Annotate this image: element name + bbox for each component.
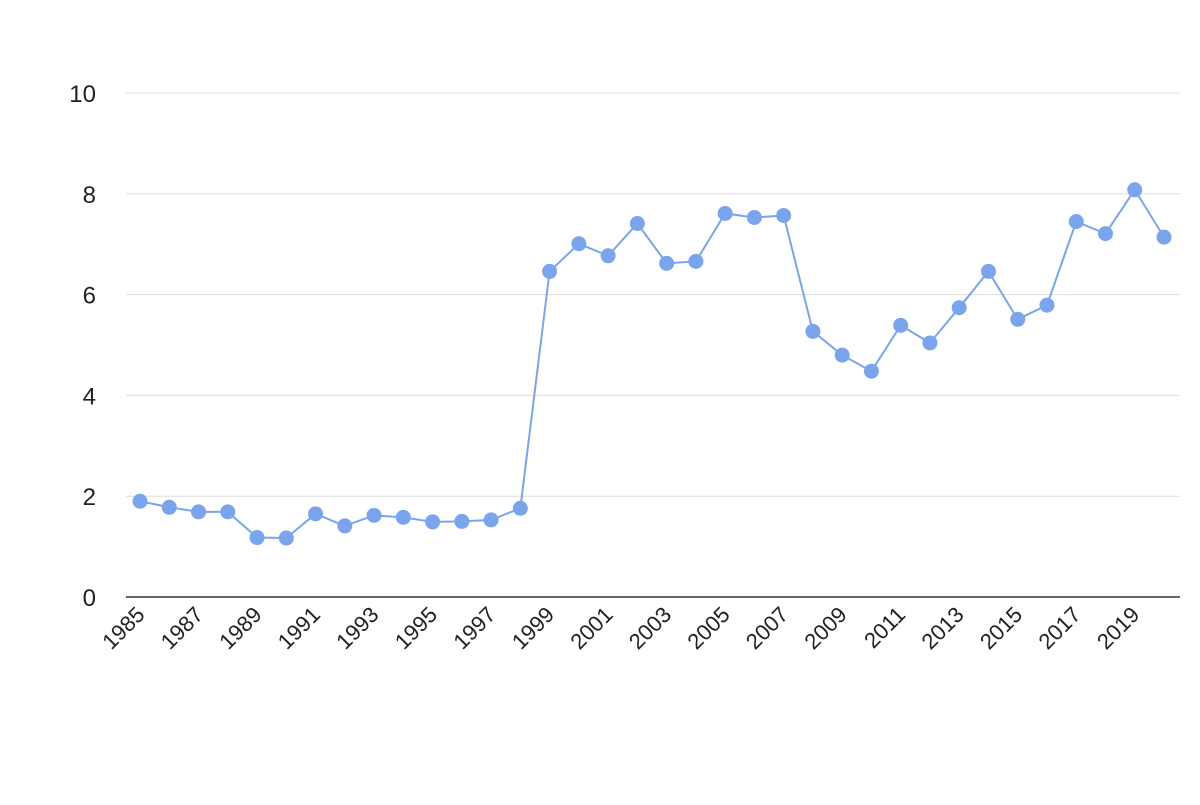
x-tick-label: 1989 xyxy=(214,602,266,654)
data-point[interactable] xyxy=(366,507,382,523)
x-tick-label: 2005 xyxy=(682,602,734,654)
data-point[interactable] xyxy=(278,530,294,546)
y-tick-label: 0 xyxy=(83,585,96,612)
data-point[interactable] xyxy=(1097,226,1113,242)
data-point[interactable] xyxy=(1127,182,1143,198)
y-tick-label: 6 xyxy=(83,283,96,310)
data-point[interactable] xyxy=(1156,229,1172,245)
data-point[interactable] xyxy=(571,236,587,252)
data-point[interactable] xyxy=(893,317,909,333)
data-point[interactable] xyxy=(454,513,470,529)
x-tick-label: 1997 xyxy=(448,602,500,654)
data-point[interactable] xyxy=(717,205,733,221)
data-point[interactable] xyxy=(805,323,821,339)
data-point[interactable] xyxy=(1068,214,1084,230)
y-tick-label: 8 xyxy=(83,182,96,209)
x-tick-label: 2011 xyxy=(859,602,910,653)
x-tick-label: 1993 xyxy=(331,602,383,654)
data-point[interactable] xyxy=(746,209,762,225)
x-tick-label: 2019 xyxy=(1092,602,1144,654)
data-point[interactable] xyxy=(834,347,850,363)
x-tick-label: 2015 xyxy=(975,602,1027,654)
data-point[interactable] xyxy=(308,506,324,522)
data-point[interactable] xyxy=(951,300,967,316)
data-point[interactable] xyxy=(688,253,704,269)
series-line xyxy=(139,187,1165,540)
data-point[interactable] xyxy=(161,499,177,515)
data-point[interactable] xyxy=(425,514,441,530)
data-point[interactable] xyxy=(337,518,353,534)
data-point[interactable] xyxy=(1010,311,1026,327)
x-tick-label: 2007 xyxy=(741,602,793,654)
x-tick-label: 1995 xyxy=(390,602,442,654)
x-axis-ticks: 1985 1987 1989 1991 1993 1995 1997 1999 2001 2003… xyxy=(97,602,1144,654)
x-tick-label: 2003 xyxy=(624,602,676,654)
x-tick-label: 2001 xyxy=(565,602,617,654)
data-point[interactable] xyxy=(600,248,616,264)
data-point[interactable] xyxy=(542,263,558,279)
data-point[interactable] xyxy=(395,509,411,525)
x-tick-label: 1991 xyxy=(273,602,325,654)
x-tick-label: 1999 xyxy=(507,602,559,654)
data-point[interactable] xyxy=(1039,297,1055,313)
y-tick-label: 2 xyxy=(83,484,96,511)
data-point[interactable] xyxy=(249,530,265,546)
x-tick-label: 1987 xyxy=(156,602,208,654)
data-point[interactable] xyxy=(980,263,996,279)
data-point[interactable] xyxy=(191,504,207,520)
gridlines xyxy=(126,92,1180,497)
data-point[interactable] xyxy=(132,493,148,509)
data-point[interactable] xyxy=(659,255,675,271)
x-tick-label: 1985 xyxy=(97,602,149,654)
y-tick-label: 4 xyxy=(83,383,96,410)
series-1 xyxy=(132,182,1172,546)
x-tick-label: 2009 xyxy=(799,602,851,654)
data-point[interactable] xyxy=(776,207,792,223)
data-point[interactable] xyxy=(220,504,236,520)
data-point[interactable] xyxy=(483,512,499,528)
y-tick-label: 10 xyxy=(69,81,96,108)
x-tick-label: 2013 xyxy=(916,602,968,654)
data-point[interactable] xyxy=(863,363,879,379)
data-point[interactable] xyxy=(512,500,528,516)
y-axis-ticks: 0 2 4 6 8 10 xyxy=(69,81,96,612)
data-point[interactable] xyxy=(629,216,645,232)
data-point[interactable] xyxy=(922,335,938,351)
x-tick-label: 2017 xyxy=(1033,602,1085,654)
